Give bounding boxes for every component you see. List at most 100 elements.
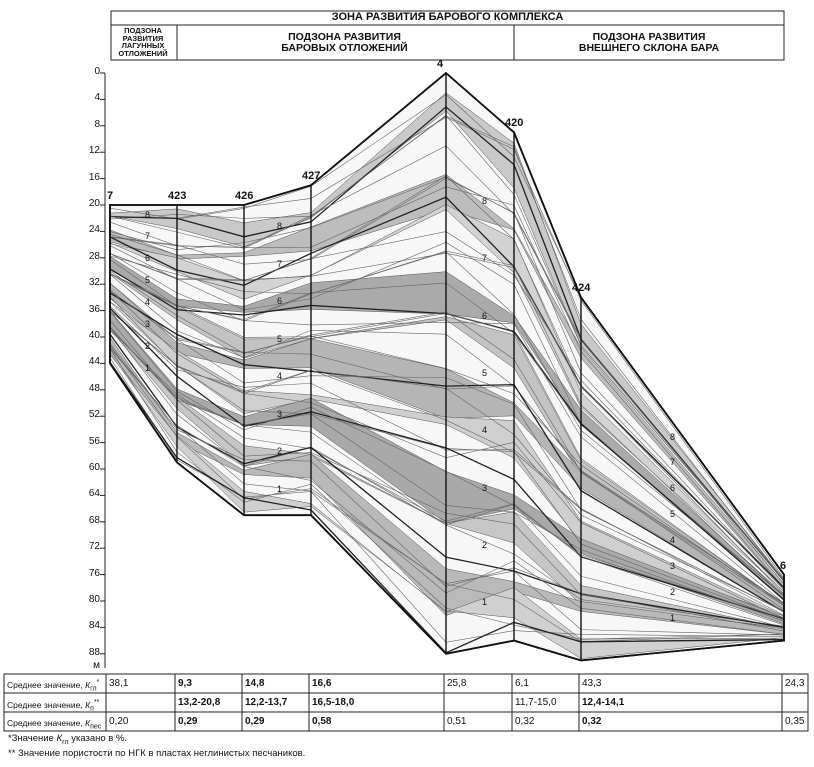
layer-label: 6 bbox=[145, 253, 151, 264]
table-cell: 12,2-13,7 bbox=[245, 697, 288, 708]
subzone-bar-line: ПОДЗОНА РАЗВИТИЯ bbox=[288, 31, 401, 43]
correlation-line bbox=[109, 296, 785, 613]
layer-label: 3 bbox=[670, 561, 676, 572]
correlation-line bbox=[109, 231, 785, 591]
correlation-line bbox=[109, 290, 785, 612]
layer-label: 4 bbox=[277, 371, 283, 382]
layer-label: 6 bbox=[670, 483, 676, 494]
table-cell: 0,29 bbox=[245, 716, 265, 727]
depth-unit: м bbox=[93, 660, 100, 671]
layer-label: 5 bbox=[145, 275, 151, 286]
well-label: 424 bbox=[572, 282, 591, 295]
layer-label: 7 bbox=[145, 231, 151, 242]
depth-tick-label: 24 bbox=[88, 224, 100, 236]
correlation-line bbox=[109, 305, 785, 616]
table-cell: 25,8 bbox=[447, 678, 467, 689]
table-cell: 14,8 bbox=[245, 678, 265, 689]
layer-label: 1 bbox=[670, 613, 676, 624]
layer-label: 5 bbox=[670, 509, 676, 520]
layer-label: 2 bbox=[277, 446, 283, 457]
well-label: 420 bbox=[505, 117, 524, 130]
subzone-bar-label: ПОДЗОНА РАЗВИТИЯ БАРОВЫХ ОТЛОЖЕНИЙ bbox=[177, 31, 512, 55]
layer-label: 8 bbox=[145, 209, 151, 220]
depth-tick-label: 40 bbox=[88, 330, 100, 341]
table-cell: 6,1 bbox=[515, 678, 529, 689]
depth-tick-label: 52 bbox=[88, 409, 100, 421]
layer-label: 6 bbox=[482, 310, 488, 321]
subzone-slope-line: ПОДЗОНА РАЗВИТИЯ bbox=[592, 31, 706, 43]
table-cell: 43,3 bbox=[582, 678, 602, 689]
correlation-line bbox=[109, 307, 785, 620]
well-label: 4 bbox=[437, 58, 444, 70]
footnote-kgl: *Значение Кгл указано в %. bbox=[8, 733, 128, 746]
subzone-lagoon-line: ОТЛОЖЕНИЙ bbox=[118, 48, 168, 58]
layer-label: 7 bbox=[482, 253, 488, 264]
correlation-line bbox=[109, 327, 785, 628]
depth-tick-label: 16 bbox=[88, 171, 100, 183]
table-cell: 0,58 bbox=[312, 716, 332, 727]
subzone-bar-line: БАРОВЫХ ОТЛОЖЕНИЙ bbox=[281, 42, 408, 55]
table-cell: 16,5-18,0 bbox=[312, 697, 355, 708]
table-cell: 0,32 bbox=[515, 716, 535, 727]
well-label: 6 bbox=[780, 559, 787, 572]
correlation-line bbox=[109, 309, 785, 621]
layer-label: 4 bbox=[145, 297, 151, 308]
correlation-line bbox=[109, 106, 785, 582]
depth-tick-label: 88 bbox=[88, 646, 100, 658]
well-label: 423 bbox=[168, 190, 187, 202]
depth-tick-label: 44 bbox=[88, 356, 100, 368]
depth-tick-label: 84 bbox=[88, 620, 100, 632]
table-frame bbox=[3, 673, 809, 732]
layer-label: 5 bbox=[277, 333, 283, 344]
depth-tick-label: 68 bbox=[88, 514, 100, 526]
subzone-slope-label: ПОДЗОНА РАЗВИТИЯ ВНЕШНЕГО СКЛОНА БАРА bbox=[514, 31, 784, 54]
layer-label: 2 bbox=[145, 340, 151, 351]
well-label: 7 bbox=[107, 190, 114, 202]
depth-tick-label: 0 bbox=[94, 66, 100, 77]
depth-tick-label: 48 bbox=[88, 382, 100, 394]
layer-label: 2 bbox=[482, 540, 488, 551]
table-cell: 16,6 bbox=[312, 678, 332, 689]
layer-label: 8 bbox=[277, 221, 283, 232]
depth-tick-label: 12 bbox=[88, 145, 100, 157]
correlation-line bbox=[109, 348, 785, 640]
layer-label: 3 bbox=[277, 408, 283, 419]
depth-tick-label: 36 bbox=[88, 303, 100, 315]
depth-tick-label: 64 bbox=[88, 488, 100, 500]
well-label: 427 bbox=[302, 170, 321, 183]
correlation-line bbox=[109, 290, 785, 610]
subzone-lagoon-line: ПОДЗОНА bbox=[124, 26, 162, 35]
depth-tick-label: 32 bbox=[88, 277, 100, 289]
layer-label: 1 bbox=[277, 483, 283, 494]
correlation-line bbox=[109, 343, 785, 632]
layer-label: 4 bbox=[482, 425, 488, 436]
correlation-line bbox=[109, 116, 785, 579]
header-frame bbox=[110, 10, 785, 61]
correlation-line bbox=[109, 282, 785, 606]
correlation-line bbox=[109, 290, 785, 611]
depth-tick-label: 4 bbox=[94, 92, 100, 104]
table-cell: 0,20 bbox=[109, 716, 129, 727]
layer-label: 3 bbox=[145, 319, 151, 330]
layer-label: 1 bbox=[145, 362, 151, 373]
row-label-kgl: Среднее значение, Кгл* bbox=[7, 679, 100, 693]
subzone-lagoon-line: ЛАГУННЫХ bbox=[121, 41, 165, 50]
depth-tick-label: 8 bbox=[94, 118, 100, 130]
table-cell: 0,35 bbox=[785, 716, 805, 727]
correlation-line bbox=[109, 357, 785, 643]
correlation-line bbox=[109, 273, 785, 605]
layer-label: 6 bbox=[277, 296, 283, 307]
table-cell: 9,3 bbox=[178, 678, 192, 689]
footnote-porosity: ** Значение пористости по НГК в пластах … bbox=[8, 748, 306, 759]
correlation-line bbox=[109, 292, 785, 613]
layer-label: 7 bbox=[670, 457, 676, 468]
layer-label: 5 bbox=[482, 368, 488, 379]
layer-label: 4 bbox=[670, 535, 676, 546]
subzone-lagoon-line: РАЗВИТИЯ bbox=[122, 33, 164, 43]
correlation-line bbox=[109, 346, 785, 636]
well-label: 426 bbox=[235, 190, 254, 202]
correlation-line bbox=[109, 177, 785, 590]
depth-tick-label: 60 bbox=[88, 462, 100, 473]
